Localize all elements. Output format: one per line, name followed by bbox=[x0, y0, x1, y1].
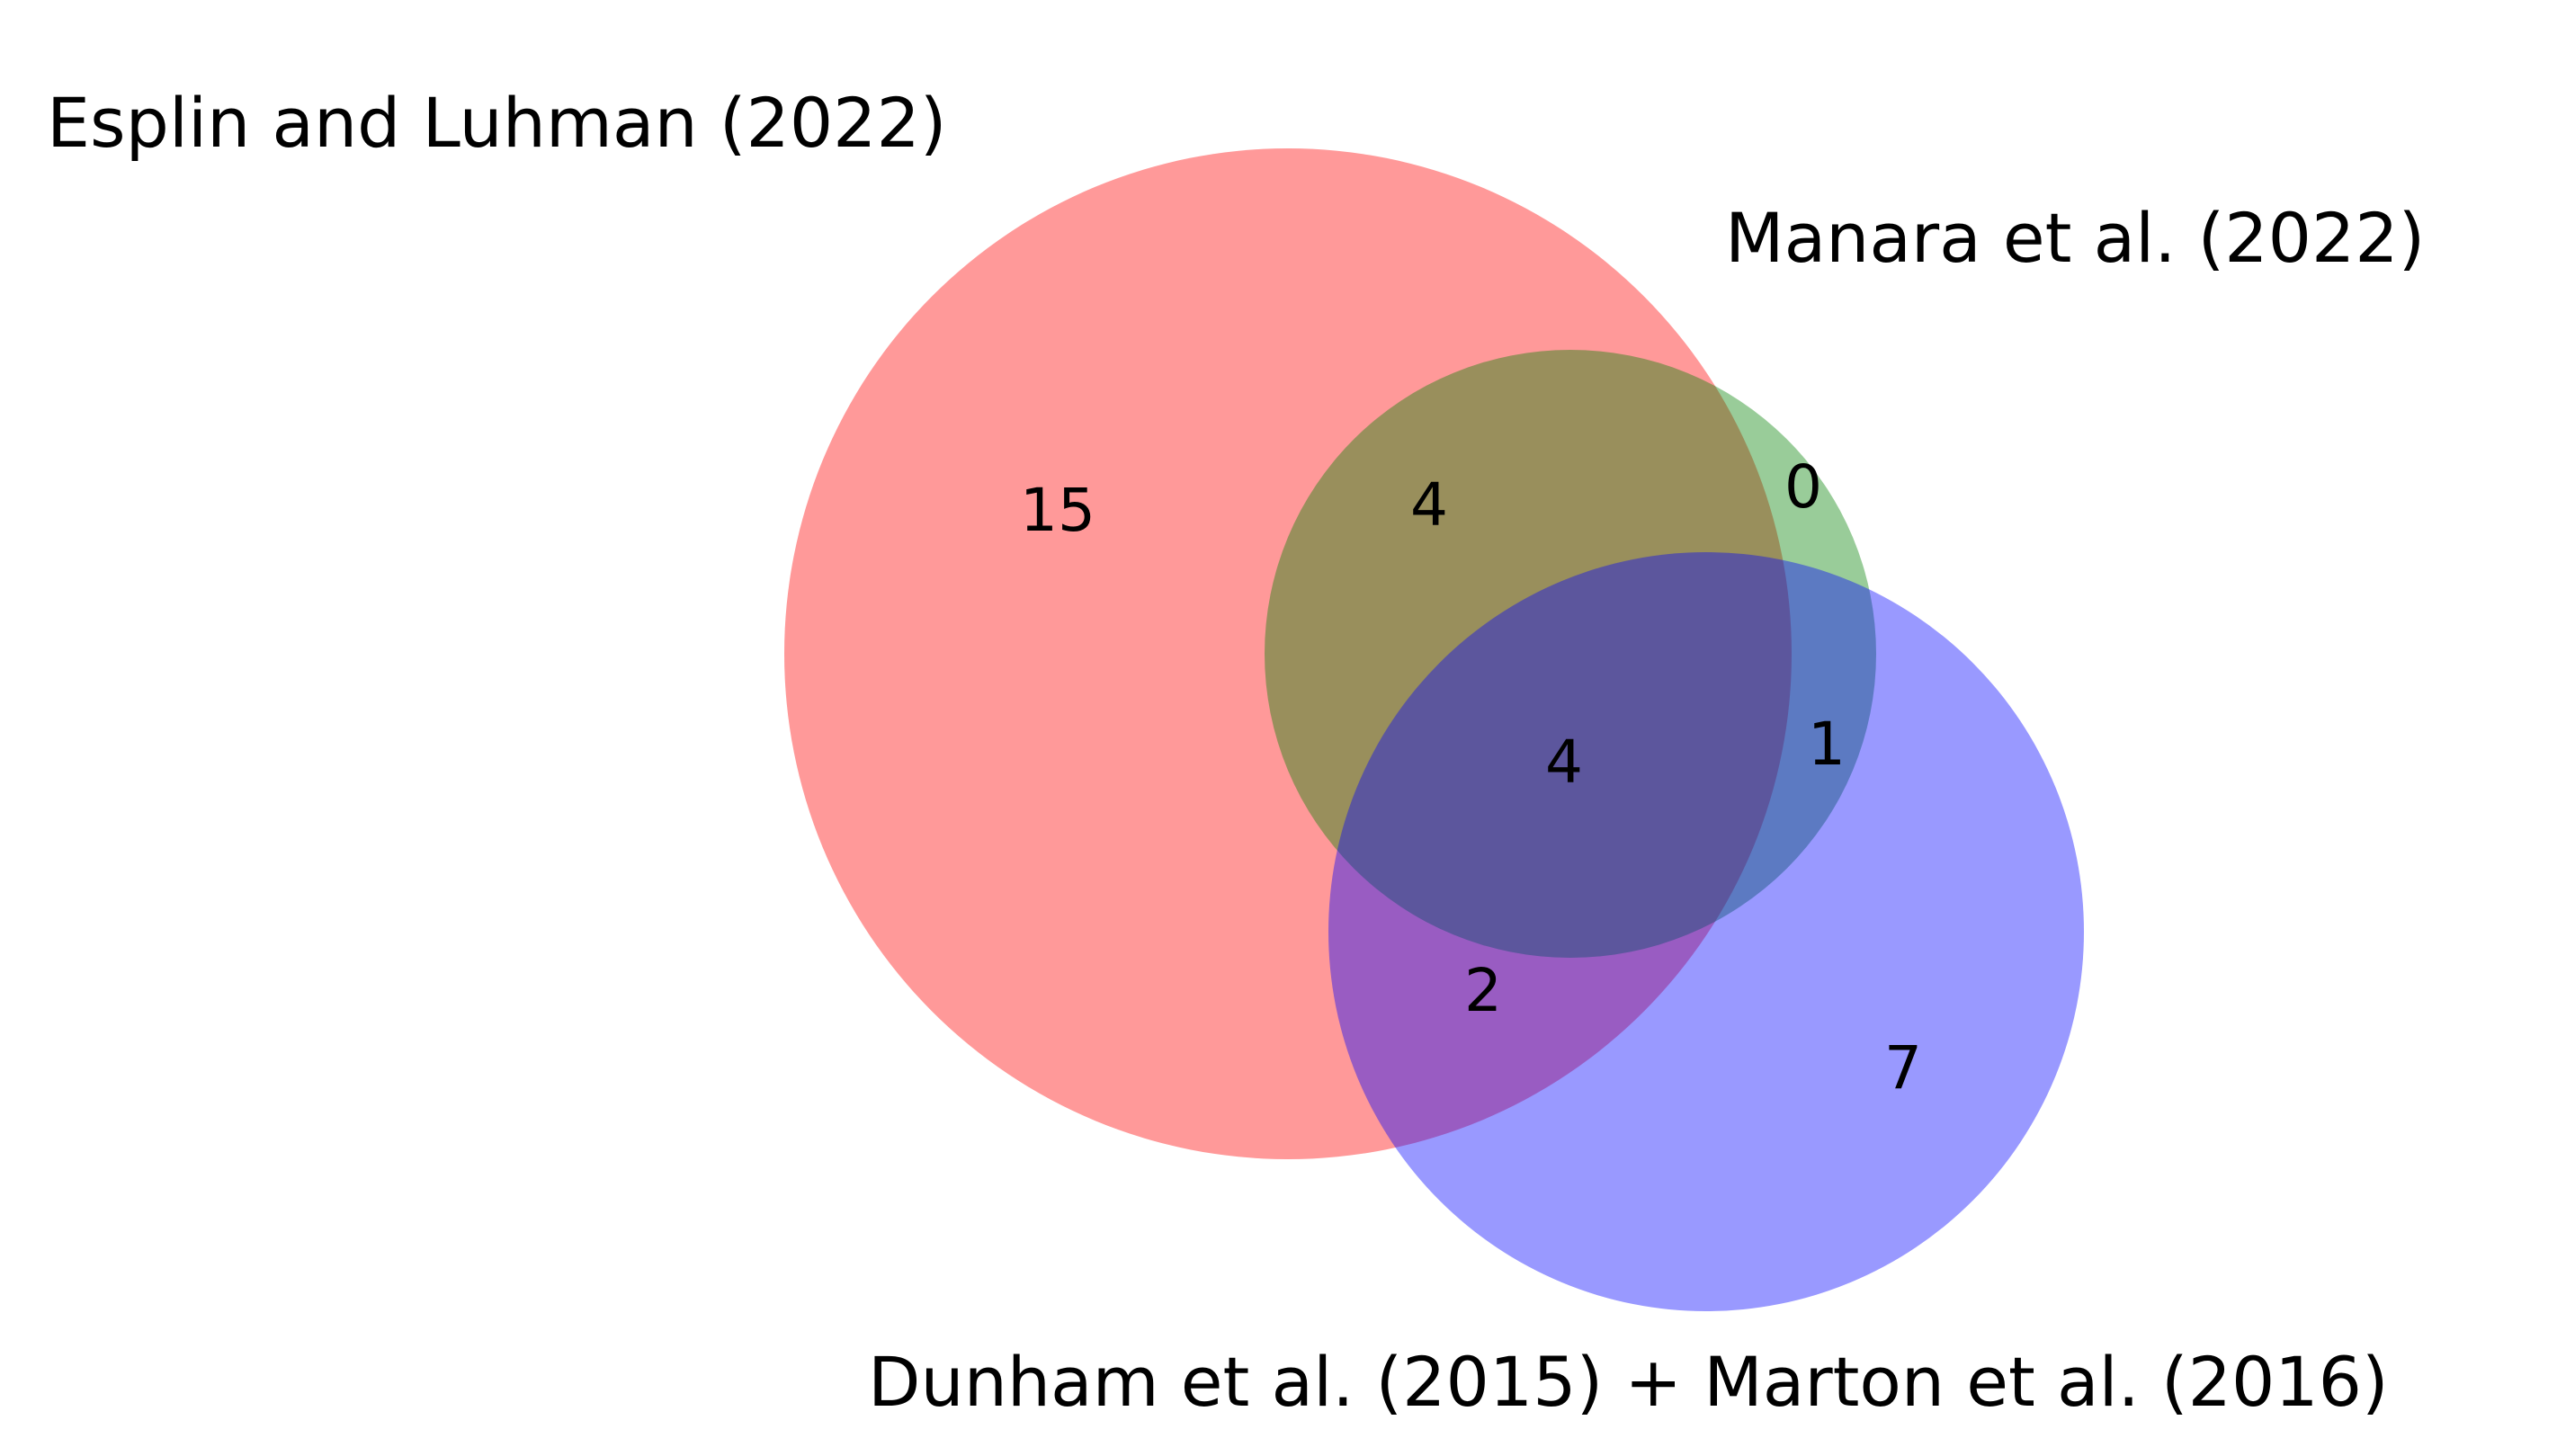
region-count-esplin-manara: 4 bbox=[1410, 470, 1448, 540]
region-count-manara-dunham-marton: 1 bbox=[1808, 710, 1846, 779]
region-count-esplin-only: 15 bbox=[1020, 476, 1095, 545]
region-count-manara-only: 0 bbox=[1784, 452, 1822, 522]
region-count-dunham-marton-only: 7 bbox=[1884, 1033, 1922, 1103]
manara-label: Manara et al. (2022) bbox=[1725, 198, 2425, 278]
esplin-luhman-circle bbox=[784, 148, 1792, 1159]
dunham-marton-label: Dunham et al. (2015) + Marton et al. (20… bbox=[868, 1342, 2389, 1422]
region-count-all-three: 4 bbox=[1545, 728, 1583, 797]
dunham-marton-circle bbox=[1328, 552, 2084, 1311]
manara-circle bbox=[1265, 350, 1876, 958]
esplin-luhman-label: Esplin and Luhman (2022) bbox=[47, 83, 947, 163]
region-count-esplin-dunham-marton: 2 bbox=[1464, 956, 1502, 1025]
